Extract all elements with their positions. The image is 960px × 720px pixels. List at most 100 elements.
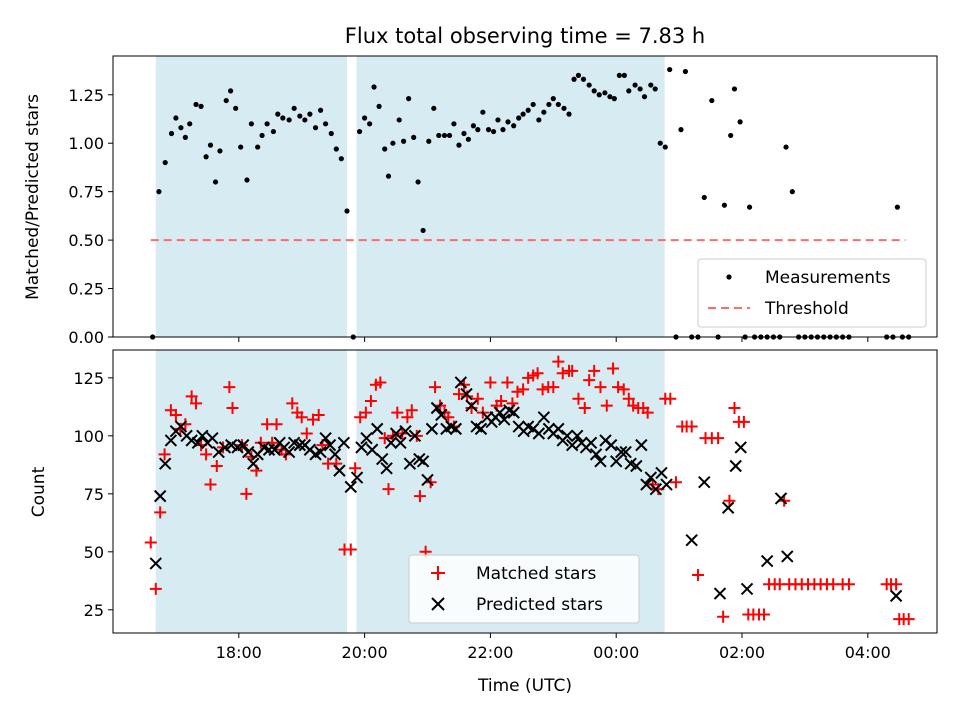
matched-star-point-51	[410, 429, 423, 442]
bottom-axes-frame	[112, 349, 938, 634]
predicted-star-point-97	[635, 438, 648, 452]
measurement-point-72	[520, 111, 526, 117]
measurement-points	[150, 66, 912, 340]
predicted-star-point-11	[206, 431, 219, 445]
predicted-star-point-88	[589, 448, 603, 461]
matched-star-point-11	[200, 448, 213, 461]
x-tick-label: 20:00	[342, 643, 388, 662]
legend-threshold-label: Threshold	[764, 299, 849, 319]
measurement-point-50	[411, 134, 417, 140]
measurement-point-94	[632, 82, 638, 88]
predicted-star-point-42	[370, 422, 384, 436]
measurement-point-54	[431, 105, 437, 111]
matched-star-point-29	[295, 411, 308, 424]
measurement-point-52	[420, 227, 426, 234]
predicted-star-point-1	[153, 489, 167, 503]
bottom-y-tick-label: 75	[84, 485, 104, 504]
predicted-star-point-43	[376, 452, 389, 466]
matched-star-point-96	[641, 406, 654, 419]
top-legend: Measurements Threshold	[697, 258, 927, 328]
predicted-star-point-34	[328, 448, 342, 461]
measurement-point-29	[302, 117, 308, 123]
measurement-point-88	[602, 90, 608, 96]
bottom-y-axis-label: Count	[29, 466, 49, 517]
measurement-point-57	[446, 132, 453, 139]
matched-star-point-73	[522, 371, 535, 384]
measurement-point-73	[525, 107, 531, 113]
predicted-star-point-105	[713, 587, 727, 600]
matched-star-point-83	[572, 392, 585, 405]
measurement-point-48	[401, 138, 407, 144]
matched-star-point-72	[517, 383, 530, 396]
predicted-star-point-100	[649, 482, 663, 496]
matched-star-point-76	[536, 383, 549, 396]
predicted-star-point-40	[360, 431, 373, 445]
measurement-point-45	[385, 173, 392, 179]
measurement-point-99	[657, 140, 663, 146]
predicted-star-point-64	[474, 422, 488, 436]
predicted-star-point-98	[640, 478, 653, 491]
measurement-point-26	[286, 117, 292, 123]
predicted-star-point-36	[337, 436, 351, 449]
matched-star-point-1	[149, 582, 162, 595]
measurement-point-9	[198, 103, 204, 109]
bottom-y-tick-label: 100	[73, 427, 104, 446]
bottom-x-ticks: 18:00 20:00 22:00 00:00 02:00 04:00	[216, 633, 891, 662]
predicted-star-point-52	[416, 455, 430, 468]
top-axes-frame	[112, 55, 938, 338]
measurement-point-24	[275, 111, 281, 117]
matched-star-point-37	[344, 543, 357, 556]
matched-star-point-78	[547, 381, 560, 394]
measurement-point-13	[217, 148, 223, 154]
matched-star-point-66	[484, 376, 497, 389]
matched-star-point-101	[669, 476, 682, 489]
x-tick-label: 00:00	[593, 643, 639, 662]
matched-star-point-13	[210, 459, 223, 472]
matched-star-point-113	[737, 415, 750, 428]
predicted-star-point-54	[425, 422, 439, 436]
x-tick-label: 18:00	[216, 643, 262, 662]
measurement-point-31	[312, 125, 319, 131]
predicted-star-point-112	[781, 550, 794, 563]
matched-star-point-5	[169, 408, 182, 421]
measurement-point-44	[382, 146, 388, 152]
matched-star-point-7	[179, 418, 192, 431]
x-tick-label: 04:00	[845, 643, 891, 662]
matched-star-point-12	[204, 478, 217, 491]
matched-star-point-9	[190, 397, 203, 410]
measurement-point-98	[652, 86, 658, 92]
matched-star-point-50	[405, 404, 418, 417]
predicted-star-point-101	[655, 466, 668, 480]
measurement-point-32	[317, 107, 324, 113]
matched-star-point-40	[359, 406, 372, 419]
measurement-point-19	[248, 121, 254, 127]
measurement-point-11	[207, 142, 214, 148]
top-y-tick-label: 0.25	[68, 280, 104, 299]
matched-star-point-32	[312, 408, 325, 421]
top-y-tick-label: 1.00	[68, 134, 104, 153]
measurement-point-51	[415, 179, 421, 185]
matched-star-point-105	[691, 569, 704, 582]
measurement-point-25	[280, 115, 286, 121]
matched-star-point-100	[664, 392, 677, 405]
predicted-stars-points	[149, 376, 903, 603]
measurement-point-7	[187, 121, 193, 127]
predicted-star-point-37	[344, 480, 357, 494]
matched-star-point-68	[495, 395, 508, 408]
predicted-star-point-113	[889, 589, 903, 603]
measurement-point-43	[376, 103, 382, 109]
measurement-point-134	[894, 204, 900, 210]
x-tick-label: 02:00	[719, 643, 765, 662]
measurement-point-39	[356, 128, 363, 135]
matched-star-point-89	[607, 362, 620, 375]
matched-star-point-0	[144, 536, 157, 549]
predicted-star-point-39	[355, 441, 368, 454]
top-y-tick-label: 0.50	[68, 231, 104, 250]
predicted-star-point-27	[293, 438, 307, 452]
measurement-point-103	[678, 127, 684, 133]
predicted-star-point-21	[262, 443, 276, 456]
predicted-star-point-12	[212, 445, 225, 459]
matched-star-point-109	[717, 610, 730, 623]
matched-star-point-117	[758, 608, 771, 621]
top-y-axis-label: Matched/Predicted stars	[23, 94, 43, 300]
